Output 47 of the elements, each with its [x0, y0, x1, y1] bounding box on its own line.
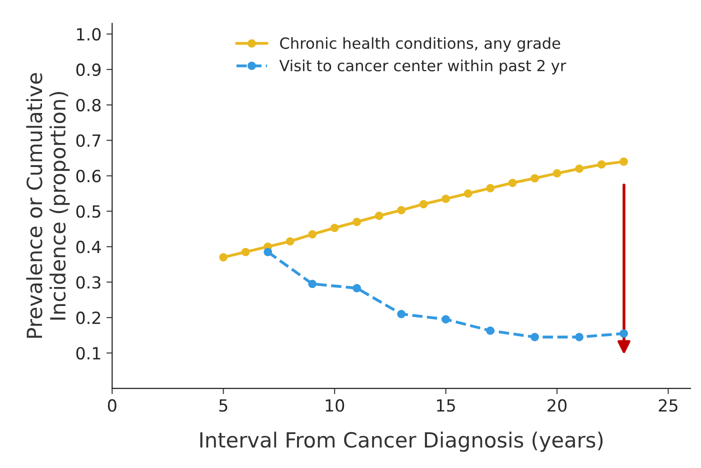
point	[419, 200, 428, 208]
point	[308, 280, 317, 288]
point	[241, 248, 250, 256]
point	[397, 206, 406, 214]
y-tick-label: 0.4	[76, 240, 101, 254]
y-tick-label: 0.2	[76, 312, 100, 324]
y-tick-label: 1.0	[77, 28, 101, 41]
y-axis-title: Prevalence or Cumulative Incidence (proportion)	[26, 73, 70, 338]
y-tick-label: 0.8	[76, 98, 101, 112]
point	[397, 310, 406, 318]
x-tick-label: 0	[108, 399, 116, 412]
legend-label: Chronic health conditions, any grade	[280, 37, 560, 52]
point	[597, 160, 606, 169]
x-tick-label: 20	[548, 399, 567, 412]
point	[308, 230, 317, 238]
x-tick-label: 5	[219, 399, 228, 412]
x-tick-label: 10	[326, 399, 344, 412]
point	[575, 164, 584, 173]
point	[552, 169, 562, 178]
y-tick-label: 0.5	[76, 205, 100, 218]
point	[442, 315, 450, 324]
point	[620, 329, 628, 338]
point	[530, 174, 539, 182]
legend-label: Visit to cancer center within past 2 yr	[279, 60, 566, 74]
point	[264, 248, 272, 256]
x-tick-label: 15	[437, 399, 455, 412]
x-axis-title: Interval From Cancer Diagnosis (years)	[200, 432, 603, 452]
y-tick-label: 0.6	[76, 170, 101, 182]
point	[352, 284, 362, 292]
y-tick-label: 0.1	[76, 346, 100, 360]
point	[464, 189, 472, 198]
point	[620, 157, 628, 166]
point	[330, 224, 339, 232]
y-tick-label: 0.7	[76, 134, 100, 147]
point	[219, 253, 228, 262]
point	[486, 326, 494, 335]
y-tick-label: 0.9	[76, 63, 101, 76]
point	[286, 237, 294, 246]
point	[352, 218, 362, 226]
point	[508, 178, 517, 188]
point	[575, 332, 584, 342]
y-tick-label: 0.3	[76, 276, 100, 289]
point	[442, 194, 450, 203]
x-tick-label: 25	[658, 399, 678, 412]
point	[486, 184, 494, 192]
point	[374, 212, 384, 220]
point	[530, 332, 539, 342]
